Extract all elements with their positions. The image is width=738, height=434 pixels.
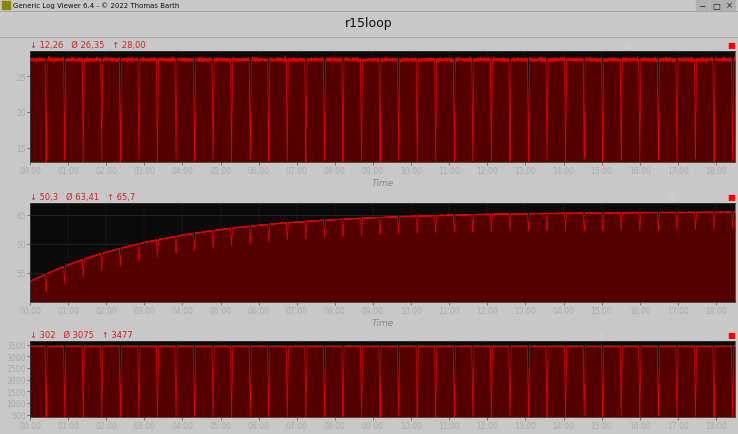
Bar <box>710 1 722 11</box>
Text: ■ CPU Package Power [W]: ■ CPU Package Power [W] <box>624 41 735 50</box>
Bar <box>696 1 708 11</box>
Text: ─: ─ <box>700 1 705 10</box>
Text: ■: ■ <box>727 192 735 201</box>
Text: ■: ■ <box>727 41 735 50</box>
Text: ■ CPU SOC [°C]: ■ CPU SOC [°C] <box>668 192 735 201</box>
Text: ↓ 302   Ø 3075   ↑ 3477: ↓ 302 Ø 3075 ↑ 3477 <box>30 330 133 339</box>
X-axis label: Time: Time <box>371 318 393 327</box>
Bar <box>723 1 735 11</box>
Bar <box>2 2 10 10</box>
Text: r15loop: r15loop <box>345 17 393 30</box>
X-axis label: Time: Time <box>371 178 393 187</box>
Text: ↓ 12,26   Ø 26,35   ↑ 28,00: ↓ 12,26 Ø 26,35 ↑ 28,00 <box>30 41 145 50</box>
Text: ×: × <box>725 1 733 10</box>
Text: ■ Average Effective Clock [MHz]: ■ Average Effective Clock [MHz] <box>597 330 735 339</box>
Text: □: □ <box>712 1 720 10</box>
X-axis label: Time: Time <box>371 433 393 434</box>
Text: ↓ 50,3   Ø 63,41   ↑ 65,7: ↓ 50,3 Ø 63,41 ↑ 65,7 <box>30 192 135 201</box>
Text: ■: ■ <box>727 330 735 339</box>
Text: Generic Log Viewer 6.4 - © 2022 Thomas Barth: Generic Log Viewer 6.4 - © 2022 Thomas B… <box>13 3 179 9</box>
